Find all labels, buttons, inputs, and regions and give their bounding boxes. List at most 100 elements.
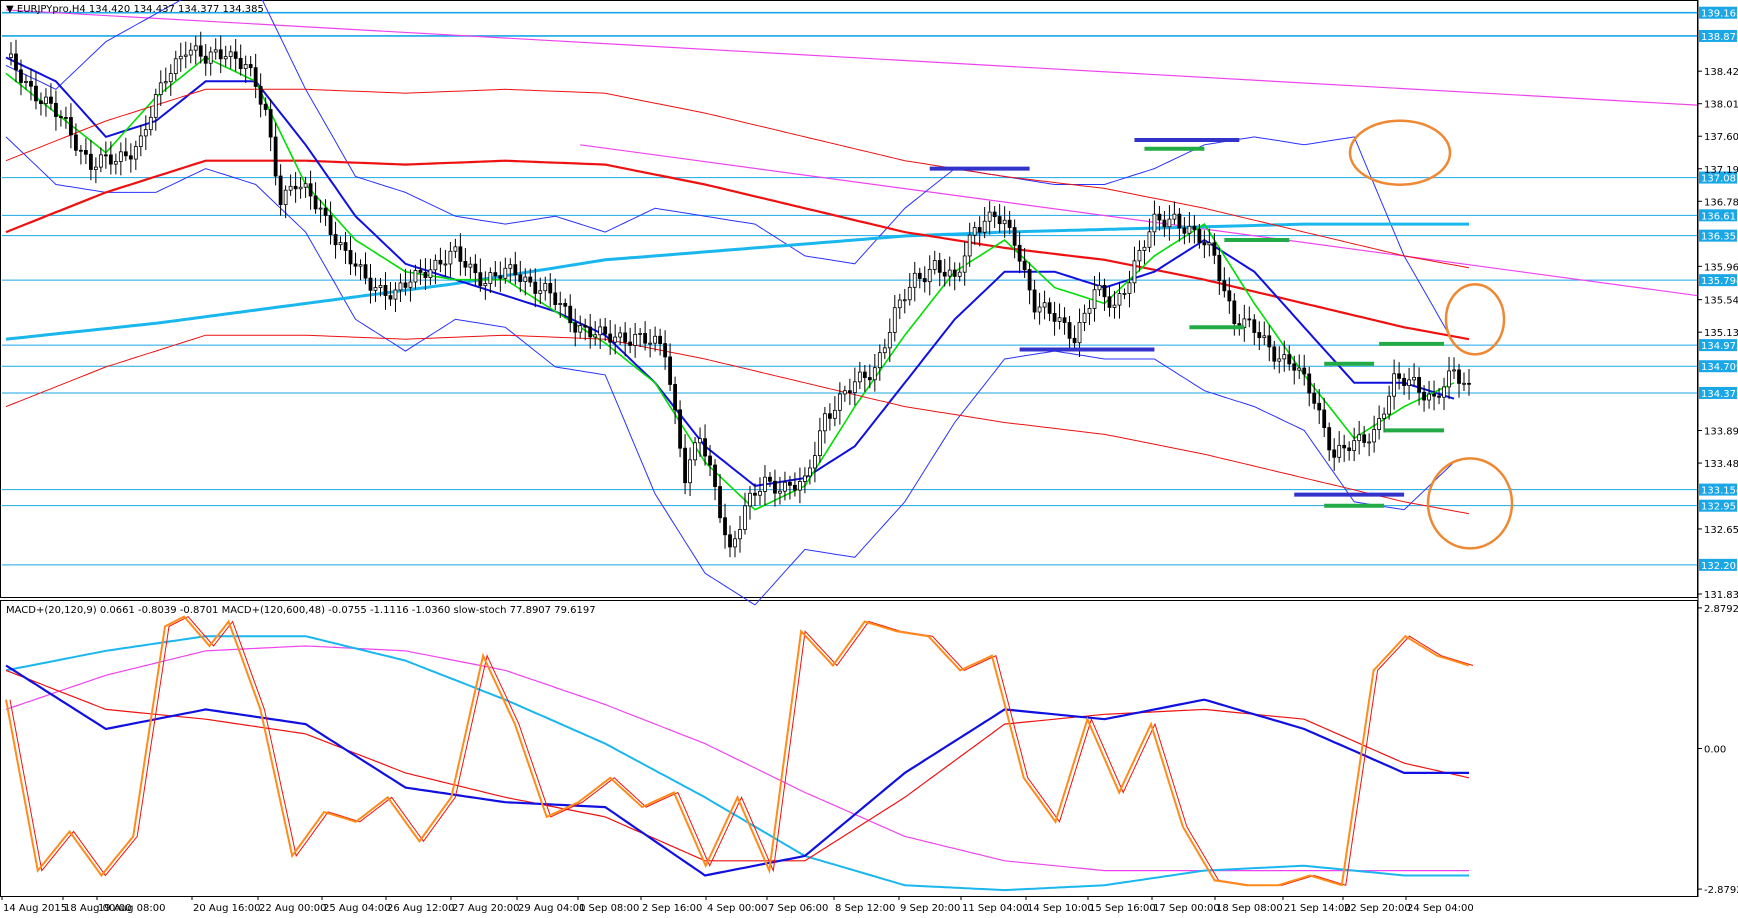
candle-down <box>463 260 468 268</box>
candle-up <box>1462 382 1466 385</box>
candle-up <box>1187 225 1192 234</box>
candle-up <box>832 409 837 419</box>
price-level-label-bg <box>1699 229 1737 242</box>
time-tick-label: 11 Sep 04:00 <box>962 903 1029 914</box>
candle-up <box>183 54 188 57</box>
candle-down <box>1422 391 1426 401</box>
candle-down <box>768 476 772 482</box>
candle-down <box>847 390 852 394</box>
candle-up <box>1352 440 1357 451</box>
time-tick-label: 1 Sep 08:00 <box>579 903 639 914</box>
candle-down <box>253 67 258 87</box>
candle-up <box>902 299 907 302</box>
bollinger-upper-line <box>5 0 1455 344</box>
candle-up <box>208 51 213 64</box>
candle-down <box>49 96 53 104</box>
candle-down <box>278 175 283 206</box>
candle-down <box>1327 427 1332 451</box>
candle-up <box>803 475 807 482</box>
candle-up <box>378 285 383 288</box>
candle-up <box>1122 292 1127 295</box>
candle-down <box>79 149 83 152</box>
candle-down <box>573 322 578 333</box>
candle-up <box>1412 376 1416 381</box>
time-tick-label: 8 Sep 12:00 <box>835 903 895 914</box>
candle-up <box>193 45 198 51</box>
candle-down <box>108 154 113 165</box>
candle-up <box>338 242 343 246</box>
candle-up <box>972 227 977 236</box>
candle-up <box>578 325 583 333</box>
price-level-label-bg <box>1699 558 1737 571</box>
level-markers <box>929 119 1514 550</box>
candle-down <box>1182 227 1187 234</box>
candle-down <box>708 455 712 466</box>
price-tick-label: 132.658 <box>1704 525 1738 536</box>
price-tick-label: 136.788 <box>1704 197 1738 208</box>
candle-down <box>867 377 872 381</box>
candle-up <box>887 331 892 349</box>
candle-up <box>1357 434 1362 442</box>
price-level-label-bg <box>1699 171 1737 184</box>
candle-down <box>69 117 73 136</box>
candle-down <box>198 45 203 57</box>
candle-down <box>1307 373 1312 394</box>
macd2-line <box>5 635 1469 892</box>
candle-up <box>428 269 433 278</box>
candle-down <box>673 384 677 411</box>
candle-down <box>203 55 208 64</box>
candle-down <box>1292 363 1297 371</box>
highlight-circle <box>1348 119 1452 186</box>
candle-up <box>1152 213 1157 233</box>
candle-up <box>188 49 193 56</box>
candle-up <box>872 367 877 381</box>
candle-down <box>14 53 18 71</box>
candle-up <box>763 476 767 492</box>
highlight-circle <box>1444 283 1506 356</box>
candle-down <box>103 154 108 157</box>
candle-up <box>1172 213 1177 220</box>
price-level-label: 134.372 <box>1701 389 1738 400</box>
candle-down <box>658 335 663 345</box>
highlight-circle <box>1426 457 1514 550</box>
candle-down <box>1162 219 1167 228</box>
price-level-label: 137.087 <box>1701 174 1738 185</box>
candle-down <box>703 438 707 457</box>
candle-up <box>143 129 148 137</box>
candle-up <box>488 272 493 284</box>
trendline <box>5 9 1698 106</box>
candle-up <box>1042 302 1047 308</box>
time-tick-label: 2 Sep 16:00 <box>642 903 702 914</box>
candle-up <box>1082 312 1087 323</box>
candle-down <box>548 283 553 294</box>
candle-up <box>927 269 932 283</box>
candle-down <box>343 242 348 251</box>
candle-down <box>1322 409 1327 428</box>
candle-down <box>54 102 58 117</box>
candle-down <box>368 277 373 291</box>
stoch-line <box>5 615 1470 887</box>
candle-down <box>1157 213 1162 221</box>
candle-up <box>9 53 13 58</box>
candle-up <box>817 430 822 457</box>
candle-up <box>243 64 248 70</box>
candle-down <box>1467 382 1471 385</box>
candle-up <box>153 94 158 118</box>
candle-down <box>588 326 593 338</box>
candle-down <box>383 285 388 296</box>
time-tick-label: 24 Sep 04:00 <box>1407 903 1474 914</box>
candle-down <box>1032 289 1037 313</box>
price-level-label-bg <box>1699 6 1737 19</box>
candle-up <box>1142 246 1147 251</box>
candle-up <box>1077 322 1082 344</box>
candle-down <box>1457 369 1461 384</box>
candle-down <box>1072 337 1077 344</box>
candle-up <box>223 56 228 60</box>
candle-down <box>1232 300 1237 325</box>
candle-down <box>1197 229 1202 243</box>
candle-up <box>1057 317 1062 322</box>
candle-down <box>293 185 298 190</box>
candle-down <box>258 86 263 105</box>
candle-up <box>398 282 403 291</box>
